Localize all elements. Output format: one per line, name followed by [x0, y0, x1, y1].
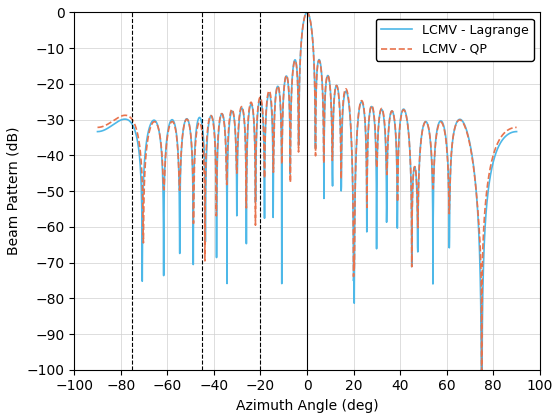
LCMV - QP	[265, 89, 272, 94]
LCMV - Lagrange	[265, 92, 272, 97]
Y-axis label: Beam Pattern (dB): Beam Pattern (dB)	[7, 127, 21, 255]
LCMV - Lagrange	[251, 126, 258, 131]
Line: LCMV - QP: LCMV - QP	[97, 13, 516, 380]
LCMV - QP	[184, 117, 190, 122]
LCMV - QP	[118, 113, 125, 118]
LCMV - QP	[251, 126, 258, 131]
LCMV - Lagrange	[184, 116, 190, 121]
LCMV - Lagrange	[94, 129, 101, 134]
LCMV - QP	[380, 113, 387, 118]
Legend: LCMV - Lagrange, LCMV - QP: LCMV - Lagrange, LCMV - QP	[376, 19, 534, 61]
LCMV - QP	[94, 125, 101, 130]
LCMV - Lagrange	[513, 129, 520, 134]
LCMV - QP	[513, 125, 520, 130]
LCMV - Lagrange	[380, 115, 387, 120]
Line: LCMV - Lagrange: LCMV - Lagrange	[97, 13, 516, 420]
LCMV - Lagrange	[118, 117, 125, 122]
LCMV - Lagrange	[304, 10, 311, 15]
LCMV - QP	[478, 377, 485, 382]
LCMV - QP	[304, 10, 311, 15]
LCMV - QP	[267, 93, 274, 98]
LCMV - Lagrange	[267, 97, 274, 102]
X-axis label: Azimuth Angle (deg): Azimuth Angle (deg)	[236, 399, 379, 413]
